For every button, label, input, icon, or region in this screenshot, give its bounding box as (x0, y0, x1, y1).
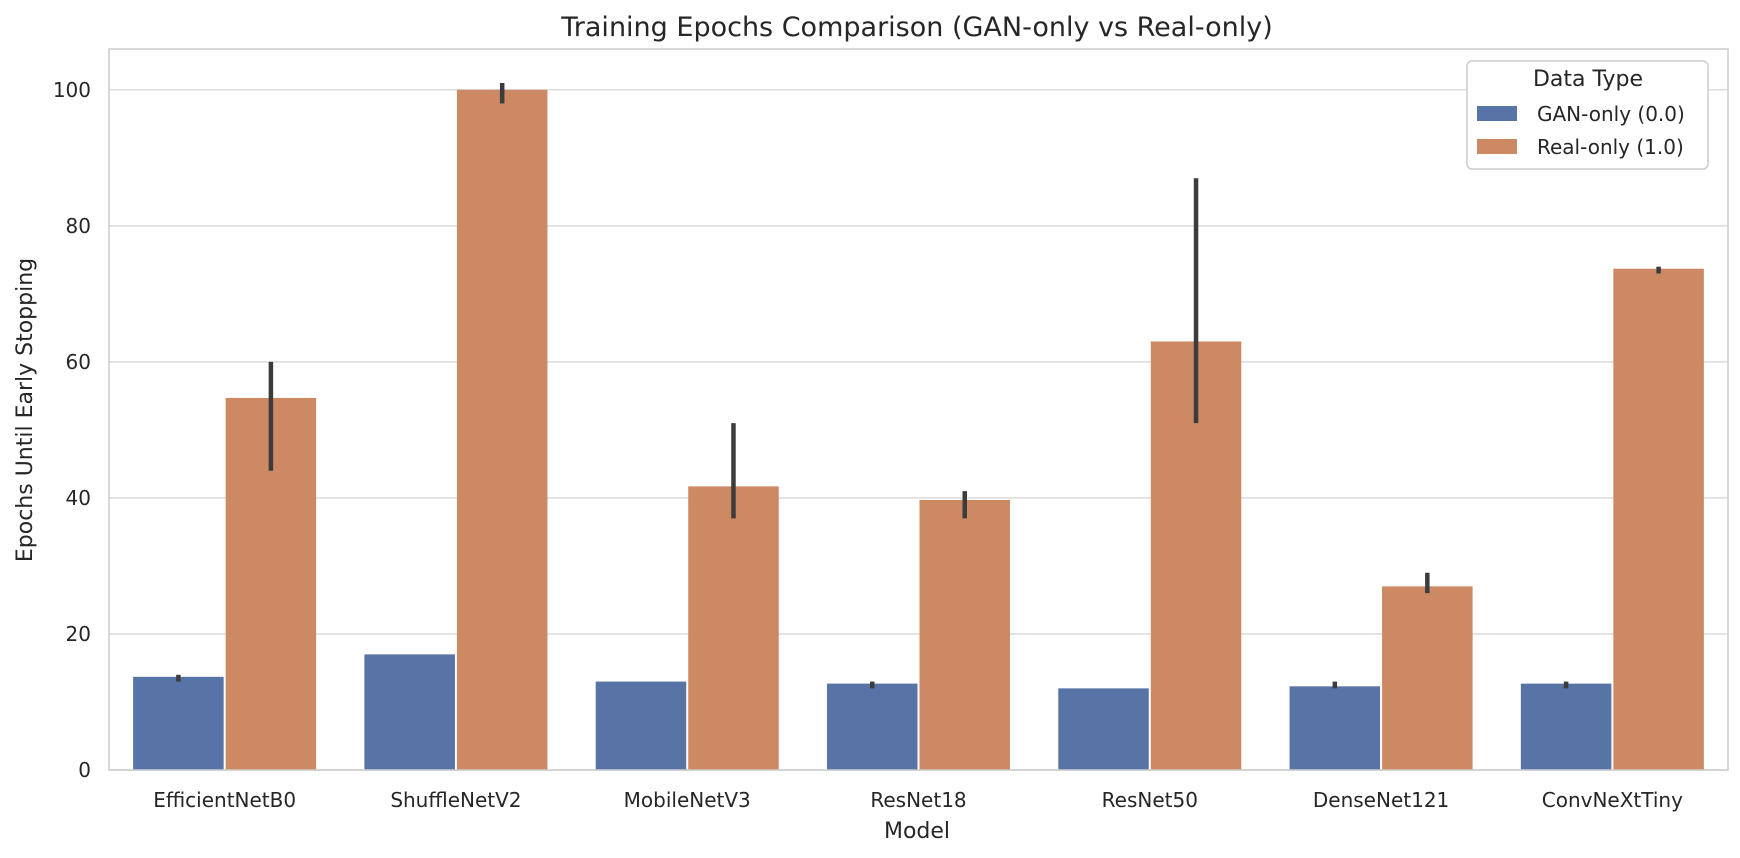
bar-real-only-resnet18 (919, 499, 1011, 770)
bar-real-only-shufflenetv2 (456, 89, 548, 770)
y-axis-ticks: 0 20 40 60 80 100 (53, 78, 91, 782)
x-tick-label-shufflenetv2: ShuffleNetV2 (390, 788, 521, 812)
bar-gan-only-convnexttiny (1520, 683, 1612, 770)
y-tick-label: 20 (66, 622, 91, 646)
error-bars (176, 83, 1661, 689)
bar-gan-only-shufflenetv2 (364, 654, 455, 770)
legend-box (1466, 60, 1709, 170)
x-tick-label-mobilenetv3: MobileNetV3 (624, 788, 751, 812)
bar-gan-only-resnet50 (1058, 688, 1149, 770)
bar-real-only-densenet121 (1382, 586, 1473, 770)
plot-frame (108, 48, 1729, 771)
chart-title: Training Epochs Comparison (GAN-only vs … (560, 12, 1272, 43)
y-tick-label: 60 (66, 350, 91, 374)
legend-swatch-gan-only (1477, 106, 1517, 121)
y-axis-label: Epochs Until Early Stopping (13, 258, 38, 562)
legend-swatch-real-only (1477, 139, 1517, 154)
y-tick-label: 40 (66, 486, 91, 510)
x-axis-label: Model (884, 819, 950, 844)
bars (133, 89, 1704, 770)
bar-real-only-convnexttiny (1613, 268, 1704, 770)
legend-title: Data Type (1533, 67, 1643, 92)
y-tick-label: 100 (53, 78, 91, 102)
x-tick-label-resnet50: ResNet50 (1102, 788, 1198, 812)
x-tick-label-densenet121: DenseNet121 (1313, 788, 1449, 812)
bar-gan-only-resnet18 (826, 683, 918, 770)
x-tick-label-convnexttiny: ConvNeXtTiny (1542, 788, 1683, 812)
x-tick-label-resnet18: ResNet18 (870, 788, 966, 812)
legend-label-gan-only: GAN-only (0.0) (1537, 102, 1685, 126)
bar-gan-only-efficientnetb0 (133, 676, 224, 770)
legend: Data Type GAN-only (0.0) Real-only (1.0) (1466, 60, 1709, 170)
x-tick-label-efficientnetb0: EfficientNetB0 (153, 788, 296, 812)
y-tick-label: 80 (66, 214, 91, 238)
gridlines (109, 89, 1728, 771)
x-axis-ticks: EfficientNetB0 ShuffleNetV2 MobileNetV3 Res… (153, 788, 1683, 812)
y-tick-label: 0 (78, 758, 91, 782)
bar-gan-only-mobilenetv3 (595, 681, 687, 770)
bar-gan-only-densenet121 (1289, 686, 1381, 770)
legend-label-real-only: Real-only (1.0) (1537, 135, 1684, 159)
bar-real-only-mobilenetv3 (688, 486, 779, 770)
